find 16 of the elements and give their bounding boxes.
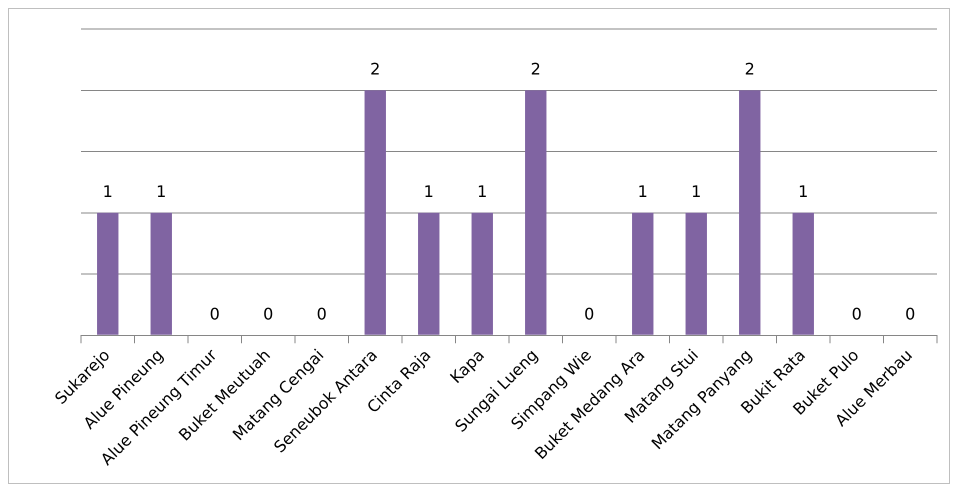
data-label: 1 [638,182,648,201]
data-label: 1 [477,182,488,201]
data-label: 1 [798,182,808,201]
data-label: 1 [102,182,113,201]
data-label: 0 [210,304,220,324]
data-label: 0 [905,304,916,324]
data-label: 2 [370,59,380,78]
data-label: 0 [584,304,594,324]
data-label: 2 [744,59,755,78]
data-label: 1 [424,182,434,201]
data-label: 0 [263,304,274,324]
data-label: 0 [316,304,327,324]
data-label: 1 [691,182,702,201]
data-label: 0 [852,304,862,324]
data-label: 2 [530,59,541,78]
data-label: 1 [156,182,166,201]
